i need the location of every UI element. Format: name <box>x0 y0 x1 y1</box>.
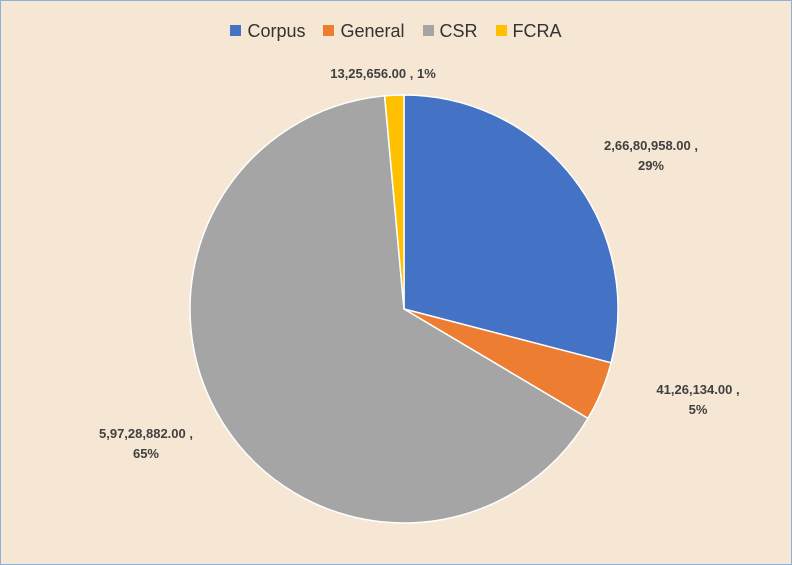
legend-swatch <box>422 24 434 36</box>
data-label: 41,26,134.00 , 5% <box>656 382 740 417</box>
legend-swatch <box>323 24 335 36</box>
legend: Corpus General CSR FCRA <box>1 21 791 42</box>
legend-swatch <box>495 24 507 36</box>
pie-slice <box>383 94 405 310</box>
data-label: 13,25,656.00 , 1% <box>330 66 436 81</box>
legend-item: Corpus <box>230 21 305 42</box>
data-label: 2,66,80,958.00 , 29% <box>604 138 698 173</box>
legend-label: General <box>340 21 405 41</box>
legend-label: Corpus <box>247 21 306 41</box>
pie-slice <box>189 95 589 524</box>
legend-swatch <box>230 24 242 36</box>
legend-item: General <box>323 21 405 42</box>
data-label: 5,97,28,882.00 , 65% <box>99 426 193 461</box>
legend-item: CSR <box>422 21 478 42</box>
legend-item: FCRA <box>495 21 562 42</box>
legend-label: CSR <box>439 21 478 41</box>
pie-slice <box>403 94 619 364</box>
legend-label: FCRA <box>512 21 562 41</box>
